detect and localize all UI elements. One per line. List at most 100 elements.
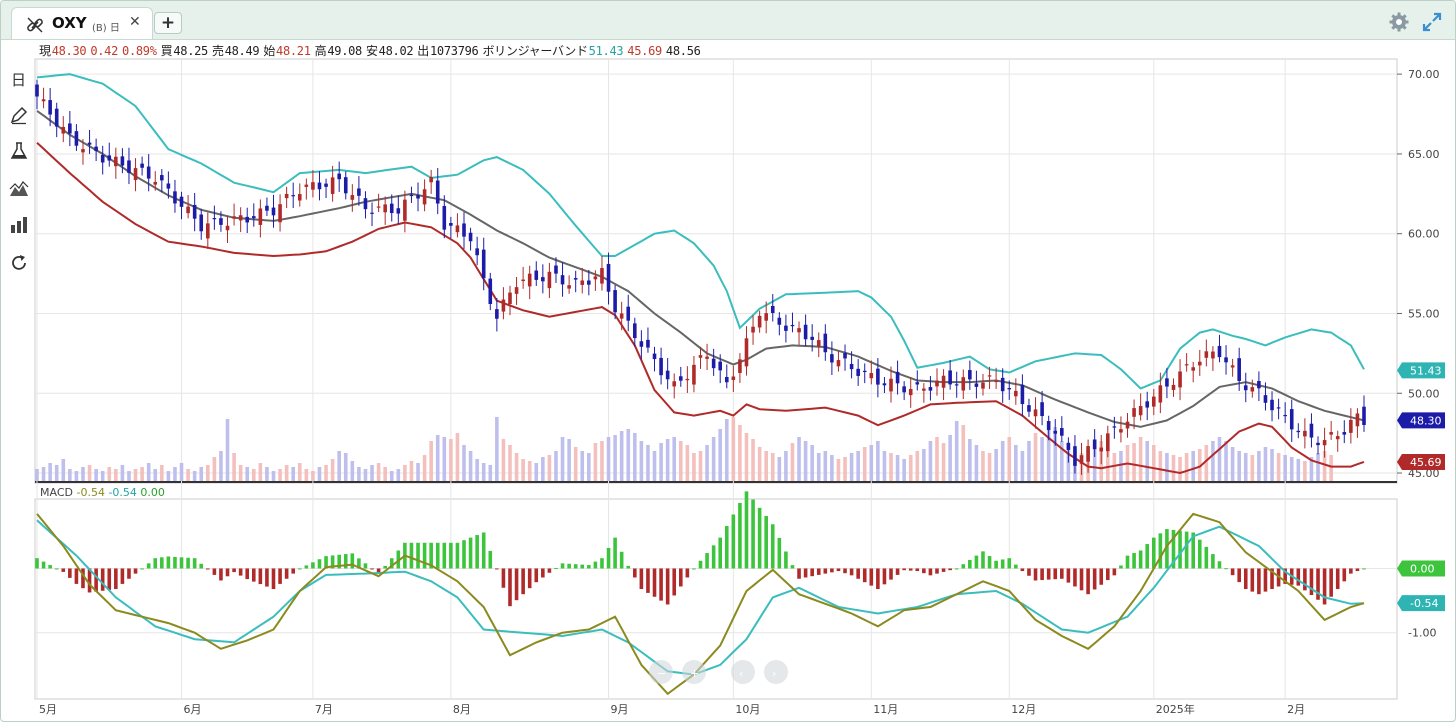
macd-histogram-bar [724,526,729,569]
chevron-left-icon[interactable] [731,660,755,684]
macd-legend-value: 0.00 [140,486,165,499]
candle-body [1342,432,1347,435]
volume-bar [744,433,749,481]
volume-bar [639,441,644,481]
candle-body [370,212,374,214]
chevron-left-icon-glyph: ‹ [739,667,743,680]
volume-bar [81,467,85,481]
chevron-right-icon[interactable] [764,660,788,684]
macd-histogram-bar [987,556,992,569]
candle-body [836,360,841,367]
expand-icon[interactable] [1421,11,1443,33]
macd-histogram-bar [876,568,880,590]
macd-histogram-bar [1027,568,1031,576]
last-price-tag: 48.30 [1410,414,1442,427]
macd-histogram-bar [357,558,361,569]
candle-body [698,355,703,358]
macd-histogram-bar [994,560,998,569]
minus-icon[interactable] [649,660,673,684]
mountain-icon[interactable] [9,179,29,199]
candle-body [403,199,407,221]
volume-bar [330,459,335,481]
macd-histogram-bar [797,568,801,579]
macd-histogram-bar [718,537,723,569]
candle-body [251,216,256,219]
candle-body [54,108,59,127]
macd-histogram-bar [376,568,381,574]
volume-bar [790,443,795,481]
calendar-icon[interactable]: 日 [9,69,29,89]
volume-bar [705,445,709,481]
lower-band-tag: 45.69 [1410,456,1442,469]
axes: 5月 6月 7月 8月 9月 10月 11月 12月 2025年 2月 70.00 65.00 60.0… [39,68,1445,716]
volume-bar [1197,449,1202,481]
macd-histogram-bar [698,560,703,569]
candle-body [1349,419,1353,433]
candle-body [1079,455,1084,464]
volume-bar [849,453,854,481]
candle-body [1138,406,1143,416]
macd-histogram-bar [678,568,683,587]
candle-body [994,380,998,383]
candle-body [160,175,164,181]
volume-bar [179,463,184,481]
macd-histogram-bar [317,559,322,569]
add-tab-button[interactable]: + [154,12,182,34]
macd-histogram-bar [843,568,847,574]
lower-band-tag-bg [1397,454,1445,471]
volume-bar [1257,451,1261,481]
macd-histogram-bar [554,568,558,570]
macd-histogram-bar [941,568,946,572]
candle-body [416,195,420,199]
info-label: ボリンジャーバンド [482,44,588,58]
refresh-icon[interactable] [9,253,29,273]
flask-icon[interactable] [9,141,29,161]
volume-bar [876,441,880,481]
macd-histogram-bar [1257,568,1261,595]
macd-histogram-bar [160,557,164,569]
macd-histogram-bar [114,568,118,590]
volume-bar [442,437,447,481]
candle-body [1145,401,1150,408]
macd-histogram-bar [1086,568,1090,595]
candle-body [1283,414,1287,417]
y-tick-label: 55.00 [1408,307,1440,320]
volume-bar [554,451,558,481]
volume-bar [1250,455,1255,481]
candle-body [941,375,946,388]
candle-body [343,177,348,194]
volume-bar [455,433,460,481]
candle-body [1053,430,1058,434]
candle-body [337,173,341,180]
gear-icon[interactable] [1388,11,1410,33]
volume-bar [1040,437,1044,481]
x-tick-label: 2025年 [1156,702,1195,716]
volume-bar [514,453,519,481]
macd-histogram-bar [922,568,926,574]
macd-histogram-bar [442,542,447,569]
macd-histogram-bar [1060,568,1064,579]
draw-icon[interactable] [9,105,29,125]
macd-histogram-bar [830,568,834,573]
macd-histogram-bar [521,568,525,595]
candle-body [245,216,250,223]
macd-histogram-bar [639,568,644,590]
volume-bar [672,437,677,481]
volume-bar [153,469,158,481]
candle-body [547,271,552,289]
volume-bar [435,435,440,481]
volume-bar [751,439,755,481]
candle-body [462,223,466,237]
macd-histogram-bar [1349,568,1353,574]
symbol-tab[interactable]: OXY (B) 日 ✕ [11,7,153,39]
plus-icon[interactable] [682,660,706,684]
volume-bar [994,449,998,481]
candle-body [508,292,512,305]
volume-bar [724,419,729,481]
volume-bar [935,437,939,481]
close-icon[interactable]: ✕ [129,14,141,30]
bar-chart-icon[interactable] [9,215,29,235]
volume-bar [468,451,473,481]
